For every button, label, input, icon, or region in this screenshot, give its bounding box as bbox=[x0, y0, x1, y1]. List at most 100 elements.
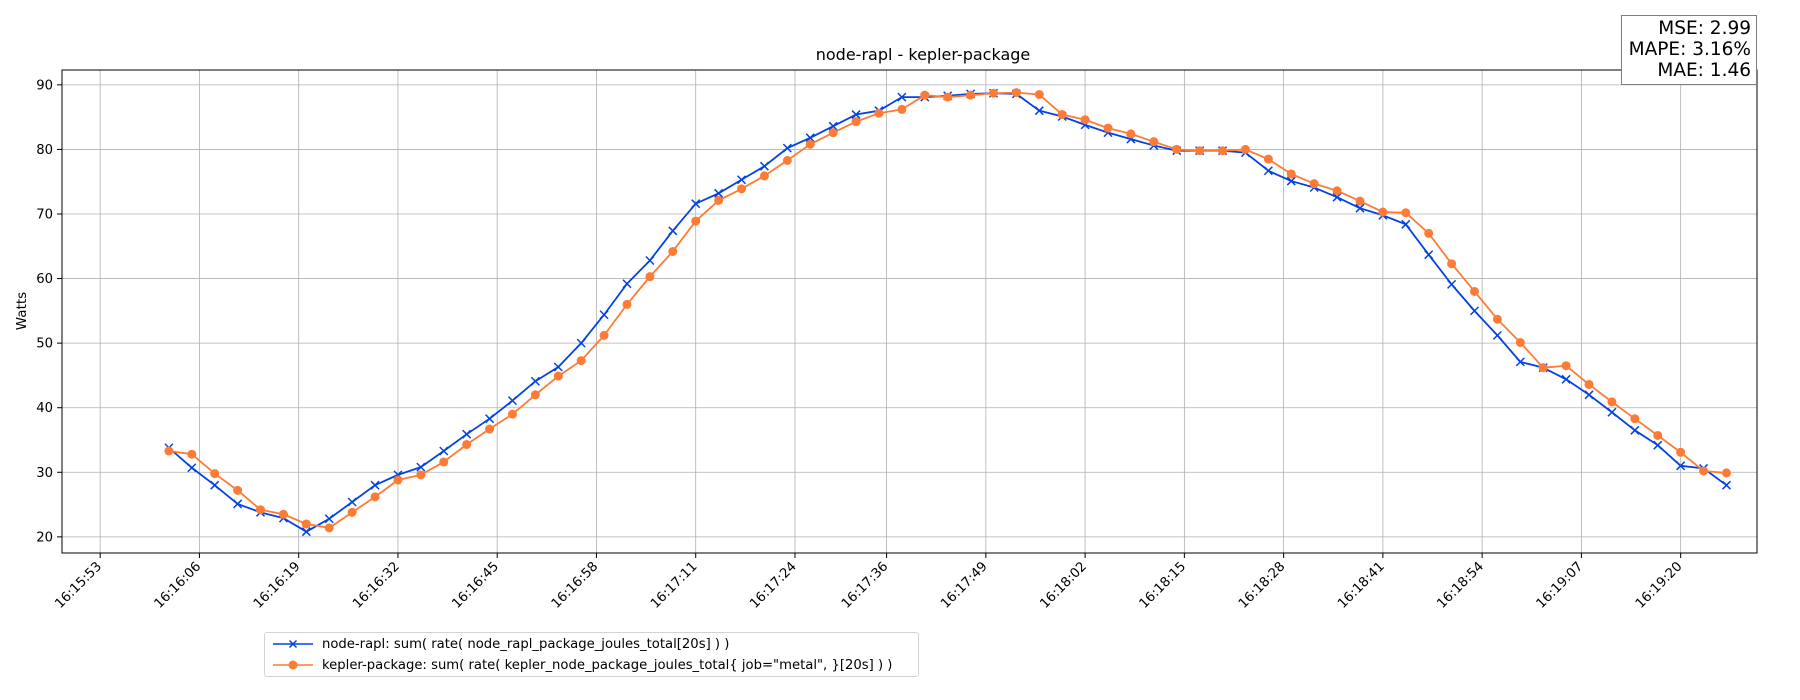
data-point bbox=[1172, 144, 1182, 154]
axis-ticks: 20 30 40 50 60 70 80 90 16:15:53 16:16:06 16:16:19… bbox=[36, 78, 1685, 611]
data-point bbox=[1607, 407, 1617, 417]
x-tick-label: 16:17:11 bbox=[648, 559, 700, 611]
legend-label-node-rapl: node-rapl: sum( rate( node_rapl_package_… bbox=[322, 636, 730, 652]
data-point bbox=[1286, 169, 1296, 179]
y-tick-label: 60 bbox=[36, 272, 53, 287]
data-point bbox=[553, 362, 563, 372]
mae-metric: MAE: 1.46 bbox=[1657, 60, 1751, 81]
data-point bbox=[1469, 306, 1480, 316]
data-point bbox=[1355, 196, 1365, 206]
x-tick-label: 16:19:07 bbox=[1534, 559, 1586, 611]
data-point bbox=[645, 255, 655, 266]
y-tick-label: 40 bbox=[36, 401, 53, 416]
y-tick-label: 90 bbox=[36, 78, 53, 93]
data-point bbox=[874, 108, 884, 118]
data-point bbox=[462, 429, 472, 439]
data-point bbox=[485, 414, 495, 424]
data-point bbox=[622, 299, 632, 309]
data-point bbox=[851, 110, 861, 120]
x-tick-label: 16:17:36 bbox=[839, 559, 891, 611]
data-point bbox=[1538, 363, 1548, 373]
data-point bbox=[805, 139, 815, 149]
y-tick-label: 80 bbox=[36, 143, 53, 158]
data-point bbox=[233, 485, 243, 495]
legend-swatch-node-rapl bbox=[273, 639, 313, 649]
data-point bbox=[1355, 203, 1365, 213]
y-tick-label: 50 bbox=[36, 337, 53, 352]
data-point bbox=[462, 440, 472, 450]
y-axis-label: Watts bbox=[14, 292, 30, 330]
data-point bbox=[897, 104, 907, 114]
data-point bbox=[1103, 123, 1113, 133]
data-point bbox=[966, 90, 976, 100]
x-tick-label: 16:18:02 bbox=[1037, 559, 1089, 611]
mape-metric: MAPE: 3.16% bbox=[1628, 39, 1751, 60]
data-point bbox=[691, 216, 701, 226]
legend: node-rapl: sum( rate( node_rapl_package_… bbox=[264, 632, 919, 677]
legend-item-kepler-package: kepler-package: sum( rate( kepler_node_p… bbox=[265, 655, 892, 675]
data-point bbox=[301, 519, 311, 529]
y-tick-label: 30 bbox=[36, 466, 53, 481]
y-tick-label: 70 bbox=[36, 207, 53, 222]
data-point bbox=[1057, 110, 1067, 120]
data-point bbox=[256, 505, 266, 515]
data-point bbox=[553, 371, 563, 381]
data-point bbox=[576, 338, 586, 348]
data-point bbox=[1630, 414, 1640, 424]
data-point bbox=[1492, 314, 1502, 324]
x-tick-label: 16:17:49 bbox=[938, 559, 990, 611]
data-point bbox=[599, 330, 609, 340]
legend-label-kepler-package: kepler-package: sum( rate( kepler_node_p… bbox=[322, 657, 893, 673]
data-point bbox=[393, 475, 403, 485]
data-point bbox=[187, 449, 197, 459]
data-point bbox=[1699, 466, 1709, 476]
data-point bbox=[1034, 106, 1044, 116]
data-point bbox=[210, 469, 220, 479]
data-point bbox=[164, 446, 174, 456]
x-tick-label: 16:18:28 bbox=[1236, 559, 1288, 611]
data-point bbox=[1263, 154, 1273, 164]
data-point bbox=[714, 188, 724, 198]
legend-swatch-kepler-package bbox=[273, 660, 313, 670]
mse-metric: MSE: 2.99 bbox=[1658, 18, 1751, 39]
x-tick-label: 16:19:20 bbox=[1633, 559, 1685, 611]
x-tick-label: 16:16:45 bbox=[450, 559, 502, 611]
data-point bbox=[507, 409, 517, 419]
data-point bbox=[530, 376, 540, 386]
data-point bbox=[737, 184, 747, 194]
data-point bbox=[1011, 88, 1021, 98]
plot-frame bbox=[61, 69, 1758, 554]
data-point bbox=[988, 88, 998, 98]
x-tick-label: 16:16:19 bbox=[251, 559, 303, 611]
data-point bbox=[828, 121, 838, 131]
data-point bbox=[1607, 397, 1617, 407]
data-point bbox=[370, 492, 380, 502]
data-point bbox=[233, 499, 243, 509]
data-point bbox=[1332, 186, 1342, 196]
data-point bbox=[1424, 228, 1434, 238]
data-point bbox=[1401, 208, 1411, 218]
chart-title: node-rapl - kepler-package bbox=[816, 45, 1031, 64]
data-point bbox=[1515, 357, 1525, 367]
data-point bbox=[576, 356, 586, 366]
data-point bbox=[210, 480, 220, 490]
data-point bbox=[507, 396, 518, 406]
data-point bbox=[530, 390, 540, 400]
data-point bbox=[599, 310, 609, 320]
series-line bbox=[168, 91, 1727, 529]
data-point bbox=[439, 446, 449, 456]
error-metrics-box: MSE: 2.99 MAPE: 3.16% MAE: 1.46 bbox=[1621, 15, 1757, 85]
data-point bbox=[1470, 286, 1479, 296]
data-point bbox=[301, 527, 311, 537]
data-point bbox=[347, 507, 357, 517]
data-point bbox=[759, 171, 769, 181]
data-point bbox=[782, 155, 792, 165]
data-point bbox=[1240, 144, 1250, 154]
x-tick-label: 16:18:41 bbox=[1335, 559, 1387, 611]
data-point bbox=[347, 497, 357, 507]
data-point bbox=[1676, 447, 1686, 457]
x-tick-label: 16:16:58 bbox=[549, 559, 601, 611]
data-point bbox=[943, 92, 953, 102]
x-tick-label: 16:17:24 bbox=[747, 559, 799, 611]
